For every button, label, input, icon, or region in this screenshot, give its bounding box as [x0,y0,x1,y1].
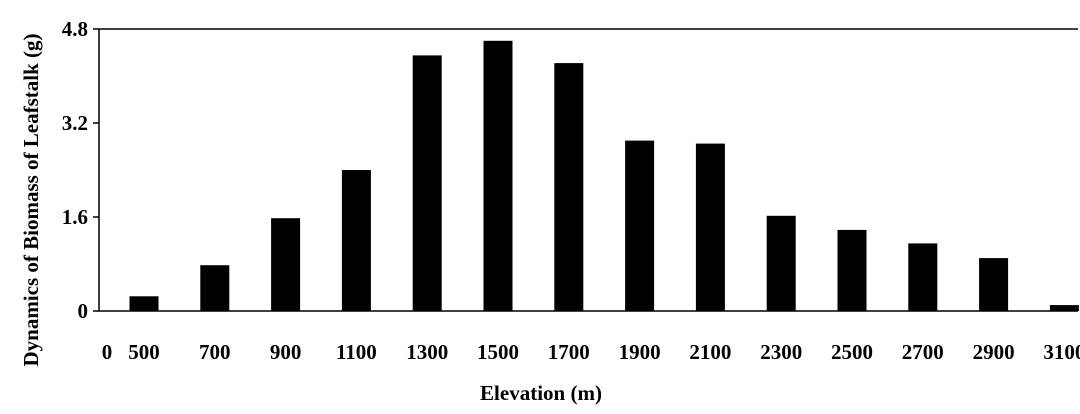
bar-700 [200,265,230,311]
x-tick-label: 1700 [548,340,590,364]
x-tick-label: 500 [128,340,160,364]
x-tick-label: 1500 [477,340,519,364]
y-tick-label: 3.2 [62,111,88,135]
y-tick-label: 1.6 [62,205,88,229]
bar-2100 [695,143,725,311]
x-axis-title: Elevation (m) [480,381,602,405]
y-axis-title: Dynamics of Biomass of Leafstalk (g) [19,33,43,366]
axes-group [98,28,1078,312]
bar-1900 [625,140,655,311]
y-tick-label: 4.8 [62,17,88,41]
bar-900 [271,218,301,311]
x-tick-label: 1100 [336,340,377,364]
x-origin-label: 0 [102,340,113,364]
x-tick-label: 1300 [406,340,448,364]
bar-3100 [1049,305,1079,311]
bar-2900 [979,258,1009,311]
y-tick-label: 0 [78,299,89,323]
bar-2500 [837,229,867,311]
y-axis-ticks: 0 1.6 3.2 4.8 [62,17,99,323]
x-tick-label: 2300 [760,340,802,364]
x-tick-label: 2100 [689,340,731,364]
x-tick-label: 2700 [902,340,944,364]
bar-1700 [554,63,584,311]
bar-2700 [908,243,938,311]
bars-group [129,40,1079,312]
bar-2300 [766,215,796,311]
bar-1300 [412,55,442,312]
x-axis-ticks: 500 700 900 1100 1300 1500 1700 1900 2100 2300 250… [128,340,1080,364]
x-tick-label: 2900 [973,340,1015,364]
x-tick-label: 1900 [619,340,661,364]
bar-1100 [341,170,371,311]
x-tick-label: 700 [199,340,231,364]
bar-500 [129,296,159,311]
bar-1500 [483,40,513,312]
x-tick-label: 900 [270,340,302,364]
x-tick-label: 2500 [831,340,873,364]
